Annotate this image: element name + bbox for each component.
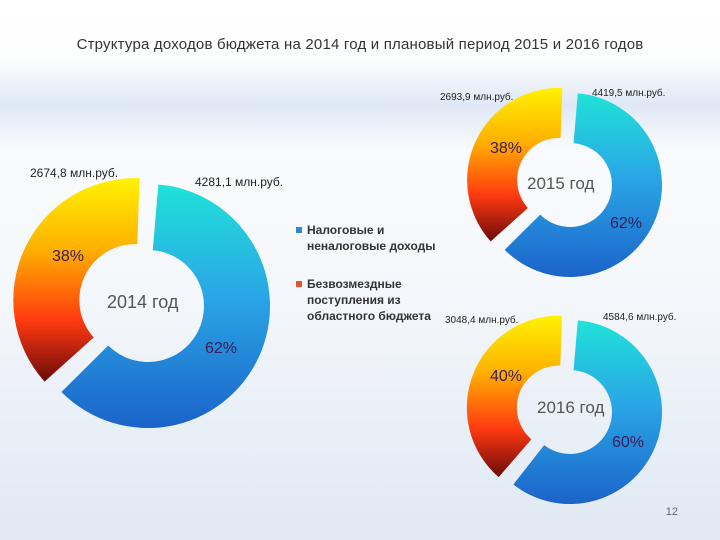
chart3-slice1-percent-label: 60%	[612, 434, 645, 451]
chart1-slice-tax-revenue	[61, 184, 271, 428]
chart2-slice1-value-label: 4419,5 млн.руб.	[592, 88, 666, 99]
legend-label-tax-revenue: Налоговые и неналоговые доходы	[307, 223, 436, 253]
chart2-slice2-value-label: 2693,9 млн.руб.	[440, 92, 514, 103]
page-number: 12	[665, 506, 678, 518]
chart1-slice-grants	[13, 178, 140, 382]
chart3-slice2-percent-label: 40%	[490, 368, 523, 385]
chart2-slice1-percent-label: 62%	[610, 215, 643, 232]
chart3-center-label: 2016 год	[537, 398, 605, 417]
chart3-slice1-value-label: 4584,6 млн.руб.	[603, 312, 677, 323]
legend-item-tax-revenue: Налоговые и неналоговые доходы	[296, 222, 446, 254]
chart3-slice-tax-revenue	[513, 320, 662, 504]
legend-swatch-grants	[296, 281, 302, 287]
chart1-slice1-percent-label: 62%	[205, 340, 238, 357]
legend-item-grants: Безвозмездные поступления из областного …	[296, 276, 446, 324]
chart2-slice-grants	[467, 87, 563, 242]
chart1-slice1-value-label: 4281,1 млн.руб.	[195, 175, 284, 189]
chart3-slice2-value-label: 3048,4 млн.руб.	[445, 315, 519, 326]
chart2-center-label: 2015 год	[527, 174, 595, 193]
chart3-slice-grants	[466, 315, 563, 478]
chart2-slice-tax-revenue	[504, 93, 662, 277]
chart1-slice2-percent-label: 38%	[52, 248, 85, 265]
legend-label-grants: Безвозмездные поступления из областного …	[307, 277, 431, 323]
page-title: Структура доходов бюджета на 2014 год и …	[76, 36, 644, 53]
chart1-slice2-value-label: 2674,8 млн.руб.	[30, 166, 119, 180]
chart1-center-label: 2014 год	[107, 292, 179, 312]
legend-swatch-tax-revenue	[296, 227, 302, 233]
chart-legend: Налоговые и неналоговые доходы Безвозмез…	[296, 222, 446, 346]
chart2-slice2-percent-label: 38%	[490, 140, 523, 157]
